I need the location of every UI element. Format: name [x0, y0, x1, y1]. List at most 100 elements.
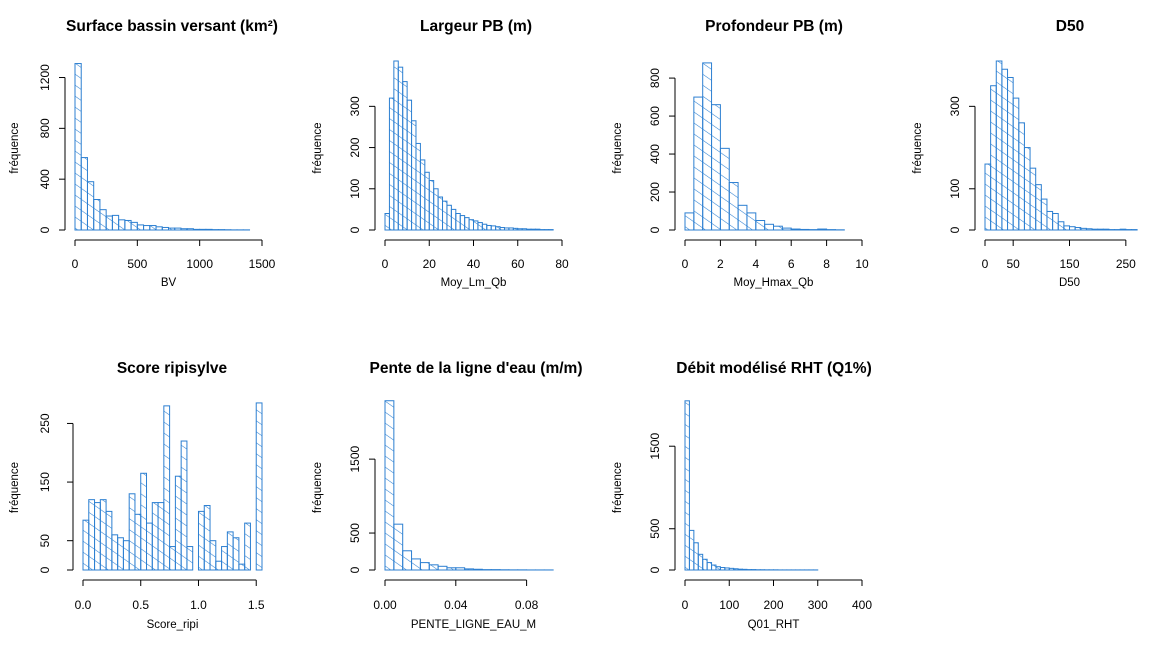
x-tick-label: 4	[752, 257, 759, 271]
histogram-bar	[1092, 229, 1098, 230]
histogram-bar	[1064, 226, 1070, 230]
histogram-bar	[403, 82, 407, 230]
histogram-bar	[460, 216, 464, 230]
x-tick-label: 20	[423, 257, 437, 271]
histogram-bar	[689, 530, 693, 570]
x-tick-label: 250	[1116, 257, 1136, 271]
histogram-bar	[162, 227, 168, 230]
histogram-bar	[100, 210, 106, 230]
x-axis-label: Score_ripi	[147, 619, 199, 631]
histogram-bar	[474, 221, 478, 230]
y-tick-label: 1200	[38, 64, 52, 91]
histogram-bar	[175, 476, 181, 570]
x-tick-label: 1.0	[190, 598, 207, 612]
y-tick-label: 800	[38, 118, 52, 138]
histogram-bar	[1002, 69, 1008, 230]
histogram-bar	[469, 220, 473, 230]
histogram-bar	[245, 523, 251, 570]
y-tick-label: 300	[348, 96, 362, 116]
x-tick-label: 0	[982, 257, 989, 271]
histogram-bar	[703, 63, 712, 230]
panel-title: Profondeur PB (m)	[705, 18, 843, 35]
histogram-bar	[1086, 229, 1092, 230]
histogram-bar	[158, 503, 164, 570]
histogram-bar	[385, 401, 394, 570]
histogram-bar	[206, 229, 212, 230]
histogram-bar	[1030, 168, 1036, 230]
histogram-bar	[94, 200, 100, 231]
histogram-bar	[1053, 214, 1059, 230]
histogram-bar	[150, 226, 156, 230]
histogram-bar	[451, 209, 455, 230]
y-tick-label: 300	[948, 96, 962, 116]
panel-title: Score ripisylve	[117, 360, 228, 377]
histogram-bar	[474, 569, 483, 570]
histogram-bar	[985, 164, 991, 230]
histogram-bar	[394, 524, 403, 570]
histogram-bar	[156, 227, 162, 230]
panel-title: Pente de la ligne d'eau (m/m)	[370, 360, 583, 377]
histogram-bar	[496, 227, 500, 230]
histogram-bar	[147, 523, 153, 570]
histogram-bar	[725, 568, 729, 570]
histogram-bar	[522, 229, 526, 230]
x-tick-label: 1500	[249, 257, 276, 271]
histogram-bar	[720, 568, 724, 570]
histogram-bar	[478, 223, 482, 230]
x-tick-label: 40	[467, 257, 481, 271]
histogram-bar	[782, 228, 791, 230]
x-tick-label: 50	[1006, 257, 1020, 271]
x-tick-label: 6	[788, 257, 795, 271]
y-tick-label: 0	[38, 566, 52, 573]
histogram-bar	[800, 229, 809, 230]
histogram-bar	[416, 143, 420, 230]
y-tick-label: 200	[348, 137, 362, 157]
x-axis-label: PENTE_LIGNE_EAU_M	[411, 619, 536, 631]
y-axis-label: fréquence	[612, 122, 624, 173]
y-tick-label: 0	[38, 226, 52, 233]
y-tick-label: 400	[38, 169, 52, 189]
histogram-bar	[1081, 228, 1087, 230]
histogram-bar	[83, 520, 89, 570]
histogram-bar	[100, 500, 106, 570]
y-tick-label: 500	[348, 523, 362, 543]
histogram-bar	[685, 213, 694, 230]
histogram-bar	[95, 503, 101, 570]
histogram-bar	[738, 569, 742, 570]
histogram-bar	[123, 541, 129, 570]
histogram-bar	[1070, 227, 1076, 230]
y-tick-label: 0	[948, 226, 962, 233]
x-tick-label: 0.00	[373, 598, 397, 612]
y-tick-label: 800	[648, 68, 662, 88]
histogram-bar	[465, 218, 469, 230]
histogram-bar	[1008, 77, 1014, 230]
histogram-bar	[112, 215, 118, 230]
histogram-bar	[774, 226, 783, 230]
x-tick-label: 1000	[186, 257, 213, 271]
histogram-bar	[118, 538, 124, 570]
x-axis-label: BV	[161, 277, 177, 289]
histogram-bar	[106, 216, 112, 230]
histogram-bar	[135, 514, 141, 570]
x-tick-label: 500	[127, 257, 147, 271]
x-tick-label: 8	[823, 257, 830, 271]
histogram-bar	[204, 506, 210, 570]
y-tick-label: 600	[648, 106, 662, 126]
x-tick-label: 0.08	[515, 598, 539, 612]
histogram-bar	[141, 473, 147, 570]
histogram-bar	[443, 201, 447, 230]
histogram-bar	[87, 182, 93, 230]
y-tick-label: 0	[348, 566, 362, 573]
x-tick-label: 0	[382, 257, 389, 271]
histogram-bar	[429, 181, 433, 230]
histogram-bar	[193, 229, 199, 230]
histogram-bar	[1019, 123, 1025, 230]
y-tick-label: 1500	[348, 445, 362, 472]
histogram-bar	[420, 563, 429, 570]
histogram-bar	[1075, 228, 1081, 230]
histogram-bar	[198, 511, 204, 570]
histogram-bar	[527, 229, 531, 230]
